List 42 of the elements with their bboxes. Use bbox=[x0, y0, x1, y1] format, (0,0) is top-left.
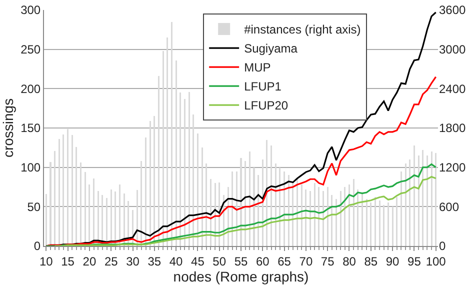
x-axis-title: nodes (Rome graphs) bbox=[173, 268, 309, 285]
x-tick-label: 85 bbox=[364, 254, 378, 268]
y2-tick-label: 1800 bbox=[439, 121, 466, 136]
legend-label: #instances (right axis) bbox=[244, 22, 361, 37]
legend-label: Sugiyama bbox=[244, 42, 298, 56]
line-series bbox=[54, 176, 437, 246]
x-tick-label: 60 bbox=[256, 254, 270, 268]
y2-tick-label: 1200 bbox=[439, 160, 466, 175]
x-tick-label: 70 bbox=[299, 254, 313, 268]
y-tick-label: 300 bbox=[20, 3, 41, 18]
x-tick-label: 55 bbox=[234, 254, 248, 268]
y2-tick-label: 3600 bbox=[439, 3, 466, 18]
legend-label: MUP bbox=[244, 60, 271, 75]
y-tick-label: 50 bbox=[27, 200, 41, 214]
x-tick-label: 30 bbox=[126, 254, 140, 268]
y2-tick-label: 3000 bbox=[439, 42, 466, 57]
x-tick-label: 35 bbox=[148, 254, 162, 268]
x-tick-label: 90 bbox=[386, 254, 400, 268]
x-tick-label: 75 bbox=[320, 254, 335, 268]
y2-tick-label: 600 bbox=[439, 200, 460, 214]
x-tick-label: 45 bbox=[191, 254, 205, 268]
x-tick-label: 10 bbox=[39, 254, 54, 268]
line-series bbox=[45, 163, 437, 246]
x-tick-label: 80 bbox=[342, 254, 356, 268]
x-tick-label: 95 bbox=[408, 254, 422, 268]
x-tick-label: 25 bbox=[104, 254, 118, 268]
legend-label: LFUP1 bbox=[244, 80, 282, 94]
x-tick-label: 40 bbox=[169, 254, 184, 268]
y-tick-label: 250 bbox=[20, 42, 41, 57]
x-tick-label: 50 bbox=[212, 254, 226, 268]
legend-label: LFUP20 bbox=[244, 98, 288, 113]
y-tick-label: 150 bbox=[20, 121, 41, 136]
y2-tick-label: 0 bbox=[439, 239, 446, 254]
y-axis-title: crossings bbox=[0, 98, 16, 158]
y-tick-label: 200 bbox=[20, 82, 41, 96]
x-tick-label: 100 bbox=[426, 254, 446, 268]
y2-tick-label: 2400 bbox=[439, 82, 466, 96]
x-tick-label: 65 bbox=[278, 254, 292, 268]
x-tick-label: 20 bbox=[82, 254, 96, 268]
y-tick-label: 100 bbox=[20, 160, 41, 175]
y-tick-label: 0 bbox=[34, 239, 41, 254]
x-tick-label: 15 bbox=[61, 254, 75, 268]
